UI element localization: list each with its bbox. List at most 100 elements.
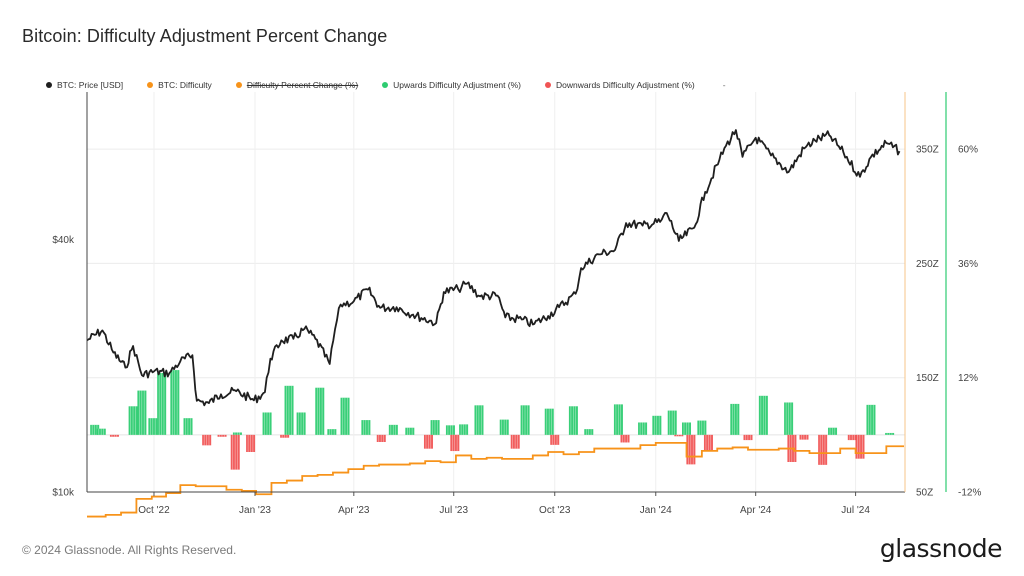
up-bar (697, 420, 707, 435)
down-bar (855, 434, 865, 459)
axis-layer: 50Z 150Z 250Z 350Z Oct '22 Jan '23 Apr '23 Jul … (52, 92, 981, 516)
bars-layer (90, 370, 895, 470)
difficulty-tick-label: 150Z (916, 373, 939, 384)
up-bar (866, 404, 876, 435)
legend-label-difficulty: BTC: Difficulty (158, 80, 212, 90)
percent-tick-label: 12% (958, 373, 978, 384)
up-bar (445, 425, 455, 435)
x-tick-label: Oct '22 (138, 505, 170, 516)
up-bar (758, 395, 768, 435)
page-title: Bitcoin: Difficulty Adjustment Percent C… (22, 26, 388, 46)
up-bar (96, 428, 106, 435)
legend-item-price[interactable]: BTC: Price [USD] (46, 80, 123, 90)
up-bar (638, 422, 648, 435)
glassnode-logo: glassnode (879, 534, 1003, 563)
percent-tick-label: 36% (958, 259, 978, 270)
percent-tick-label: -12% (958, 488, 981, 499)
price-layer (86, 129, 901, 407)
down-bar (246, 434, 256, 452)
grid-layer (87, 92, 905, 492)
difficulty-tick-label: 350Z (916, 145, 939, 156)
up-bar (388, 424, 398, 435)
up-bar (584, 429, 594, 435)
down-bar (510, 434, 520, 449)
up-bar (520, 405, 530, 435)
down-bar (280, 434, 290, 438)
up-bar (459, 424, 469, 435)
legend-label-percent-change: Difficulty Percent Change (%) (246, 80, 359, 90)
difficulty-tick-label: 50Z (916, 488, 933, 499)
x-tick-label: Jul '23 (439, 505, 468, 516)
down-bar (818, 434, 828, 465)
up-bar (613, 404, 623, 435)
up-bar (361, 420, 371, 435)
legend-dot-price (46, 82, 52, 88)
up-bar (157, 372, 167, 435)
legend-label-price: BTC: Price [USD] (57, 80, 124, 90)
up-bar (682, 422, 692, 435)
x-tick-label: Apr '24 (740, 505, 772, 516)
copyright-text: © 2024 Glassnode. All Rights Reserved. (22, 543, 237, 557)
up-bar (128, 406, 138, 435)
up-bar (730, 403, 740, 435)
up-bar (170, 370, 180, 435)
up-bar (315, 387, 325, 435)
up-bar (568, 406, 578, 435)
x-tick-label: Jan '24 (640, 505, 672, 516)
up-bar (296, 412, 306, 435)
up-bar (544, 408, 554, 435)
down-bar (686, 434, 696, 465)
difficulty-layer (87, 441, 904, 518)
down-bar (743, 434, 753, 441)
percent-tick-label: 60% (958, 145, 978, 156)
up-bar (430, 420, 440, 435)
up-bar (340, 397, 350, 435)
legend-label-upwards: Upwards Difficulty Adjustment (%) (393, 80, 522, 90)
legend-label-downwards: Downwards Difficulty Adjustment (%) (556, 80, 695, 90)
down-bar (703, 434, 713, 452)
price-tick-label: $40k (52, 235, 75, 246)
difficulty-step-line (87, 441, 904, 518)
up-bar (284, 385, 294, 435)
legend-more-indicator[interactable]: - (722, 80, 726, 90)
up-bar (474, 405, 484, 435)
x-tick-label: Jan '23 (239, 505, 271, 516)
price-tick-label: $10k (52, 488, 75, 499)
down-bar (217, 434, 227, 437)
up-bar (784, 402, 794, 435)
x-tick-label: Apr '23 (338, 505, 370, 516)
up-bar (652, 415, 662, 435)
legend-item-difficulty[interactable]: BTC: Difficulty (147, 80, 212, 90)
down-bar (674, 434, 684, 437)
legend-item-percent-change[interactable]: Difficulty Percent Change (%) (235, 80, 359, 90)
chart-legend: BTC: Price [USD] BTC: Difficulty Difficu… (46, 80, 726, 90)
up-bar (183, 418, 193, 435)
up-bar (137, 390, 147, 435)
down-bar (847, 434, 857, 441)
legend-dot-difficulty (147, 82, 154, 88)
down-bar (550, 434, 560, 445)
difficulty-tick-label: 250Z (916, 259, 939, 270)
up-bar (148, 418, 158, 435)
down-bar (230, 434, 240, 470)
down-bar (109, 434, 119, 437)
x-tick-label: Jul '24 (841, 505, 870, 516)
up-bar (828, 427, 838, 435)
up-bar (885, 432, 895, 435)
up-bar (499, 419, 509, 435)
down-bar (799, 434, 809, 440)
down-bar (450, 434, 460, 452)
legend-dot-percent-change (235, 82, 242, 88)
price-line (86, 129, 901, 407)
down-bar (620, 434, 630, 443)
up-bar (667, 410, 677, 435)
x-tick-label: Oct '23 (539, 505, 571, 516)
legend-item-upwards[interactable]: Upwards Difficulty Adjustment (%) (382, 80, 521, 90)
up-bar (262, 412, 272, 435)
legend-item-downwards[interactable]: Downwards Difficulty Adjustment (%) (545, 80, 695, 90)
legend-dot-upwards (382, 82, 389, 88)
legend-dot-downwards (545, 82, 552, 88)
up-bar (327, 429, 337, 435)
down-bar (202, 434, 212, 446)
